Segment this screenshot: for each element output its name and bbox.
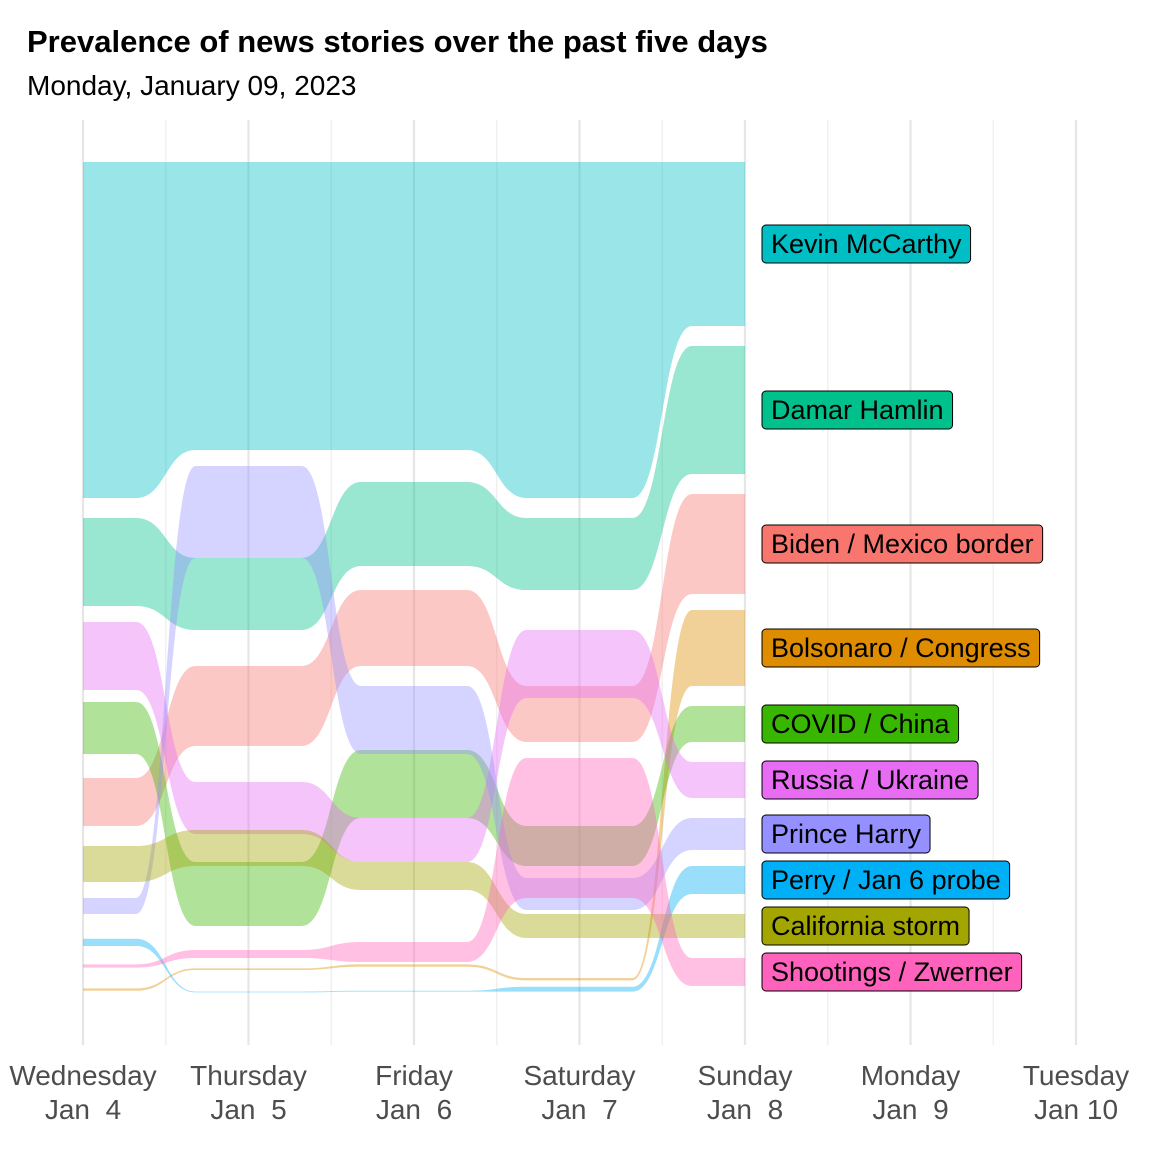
series-label-text: COVID / China — [771, 709, 951, 739]
series-label-text: Shootings / Zwerner — [771, 957, 1013, 987]
series-band-shootings-zwerner — [83, 758, 745, 986]
series-label-box — [761, 760, 979, 800]
series-band-california-storm — [83, 830, 745, 938]
series-band-perry-jan-6-probe — [83, 866, 745, 993]
x-tick-day: Wednesday — [9, 1060, 156, 1091]
series-label: Kevin McCarthy — [761, 224, 972, 264]
series-label: Bolsonaro / Congress — [761, 628, 1041, 668]
x-tick-date: Jan 5 — [210, 1094, 286, 1125]
series-band-kevin-mccarthy — [83, 162, 745, 498]
series-label-text: Russia / Ukraine — [771, 765, 969, 795]
chart-title: Prevalence of news stories over the past… — [27, 24, 768, 59]
series-label-box — [761, 906, 970, 946]
series-label-box — [761, 524, 1044, 564]
series-label-text: California storm — [771, 911, 960, 941]
series-label-box — [761, 628, 1041, 668]
x-tick-day: Friday — [375, 1060, 453, 1091]
x-tick-date: Jan 7 — [541, 1094, 617, 1125]
x-tick-date: Jan 4 — [45, 1094, 121, 1125]
x-tick-day: Sunday — [698, 1060, 793, 1091]
series-band-prince-harry — [83, 466, 745, 914]
series-label: Shootings / Zwerner — [761, 952, 1023, 992]
series-label-text: Damar Hamlin — [771, 395, 944, 425]
series-label-text: Perry / Jan 6 probe — [771, 865, 1001, 895]
x-tick-day: Tuesday — [1023, 1060, 1129, 1091]
series-label-text: Bolsonaro / Congress — [771, 633, 1031, 663]
grid-lines — [81, 120, 1078, 1045]
chart-subtitle: Monday, January 09, 2023 — [27, 70, 357, 101]
series-label: Russia / Ukraine — [761, 760, 979, 800]
series-label-text: Prince Harry — [771, 819, 922, 849]
series-label-box — [761, 704, 960, 744]
series-bands — [83, 162, 745, 993]
series-band-covid-china — [83, 702, 745, 926]
series-band-bolsonaro-congress — [83, 610, 745, 991]
series-label: COVID / China — [761, 704, 960, 744]
series-label-text: Kevin McCarthy — [771, 229, 962, 259]
series-label: Biden / Mexico border — [761, 524, 1044, 564]
x-tick-date: Jan 10 — [1034, 1094, 1118, 1125]
series-band-biden-mexico-border — [83, 494, 745, 826]
series-label-text: Biden / Mexico border — [771, 529, 1034, 559]
series-label-box — [761, 952, 1023, 992]
x-tick-day: Saturday — [523, 1060, 635, 1091]
x-tick-date: Jan 8 — [707, 1094, 783, 1125]
series-band-russia-ukraine — [83, 622, 745, 862]
series-label-box — [761, 390, 954, 430]
x-tick-day: Thursday — [190, 1060, 307, 1091]
x-tick-date: Jan 6 — [376, 1094, 452, 1125]
series-labels: Kevin McCarthy Damar Hamlin Biden / Mexico… — [761, 224, 1044, 992]
series-label: Perry / Jan 6 probe — [761, 860, 1011, 900]
series-band-damar-hamlin — [83, 346, 745, 630]
x-tick-day: Monday — [861, 1060, 961, 1091]
series-label: Prince Harry — [761, 814, 931, 854]
series-label: California storm — [761, 906, 970, 946]
x-tick-date: Jan 9 — [872, 1094, 948, 1125]
series-label: Damar Hamlin — [761, 390, 954, 430]
series-label-box — [761, 814, 931, 854]
series-label-box — [761, 860, 1011, 900]
series-label-box — [761, 224, 972, 264]
